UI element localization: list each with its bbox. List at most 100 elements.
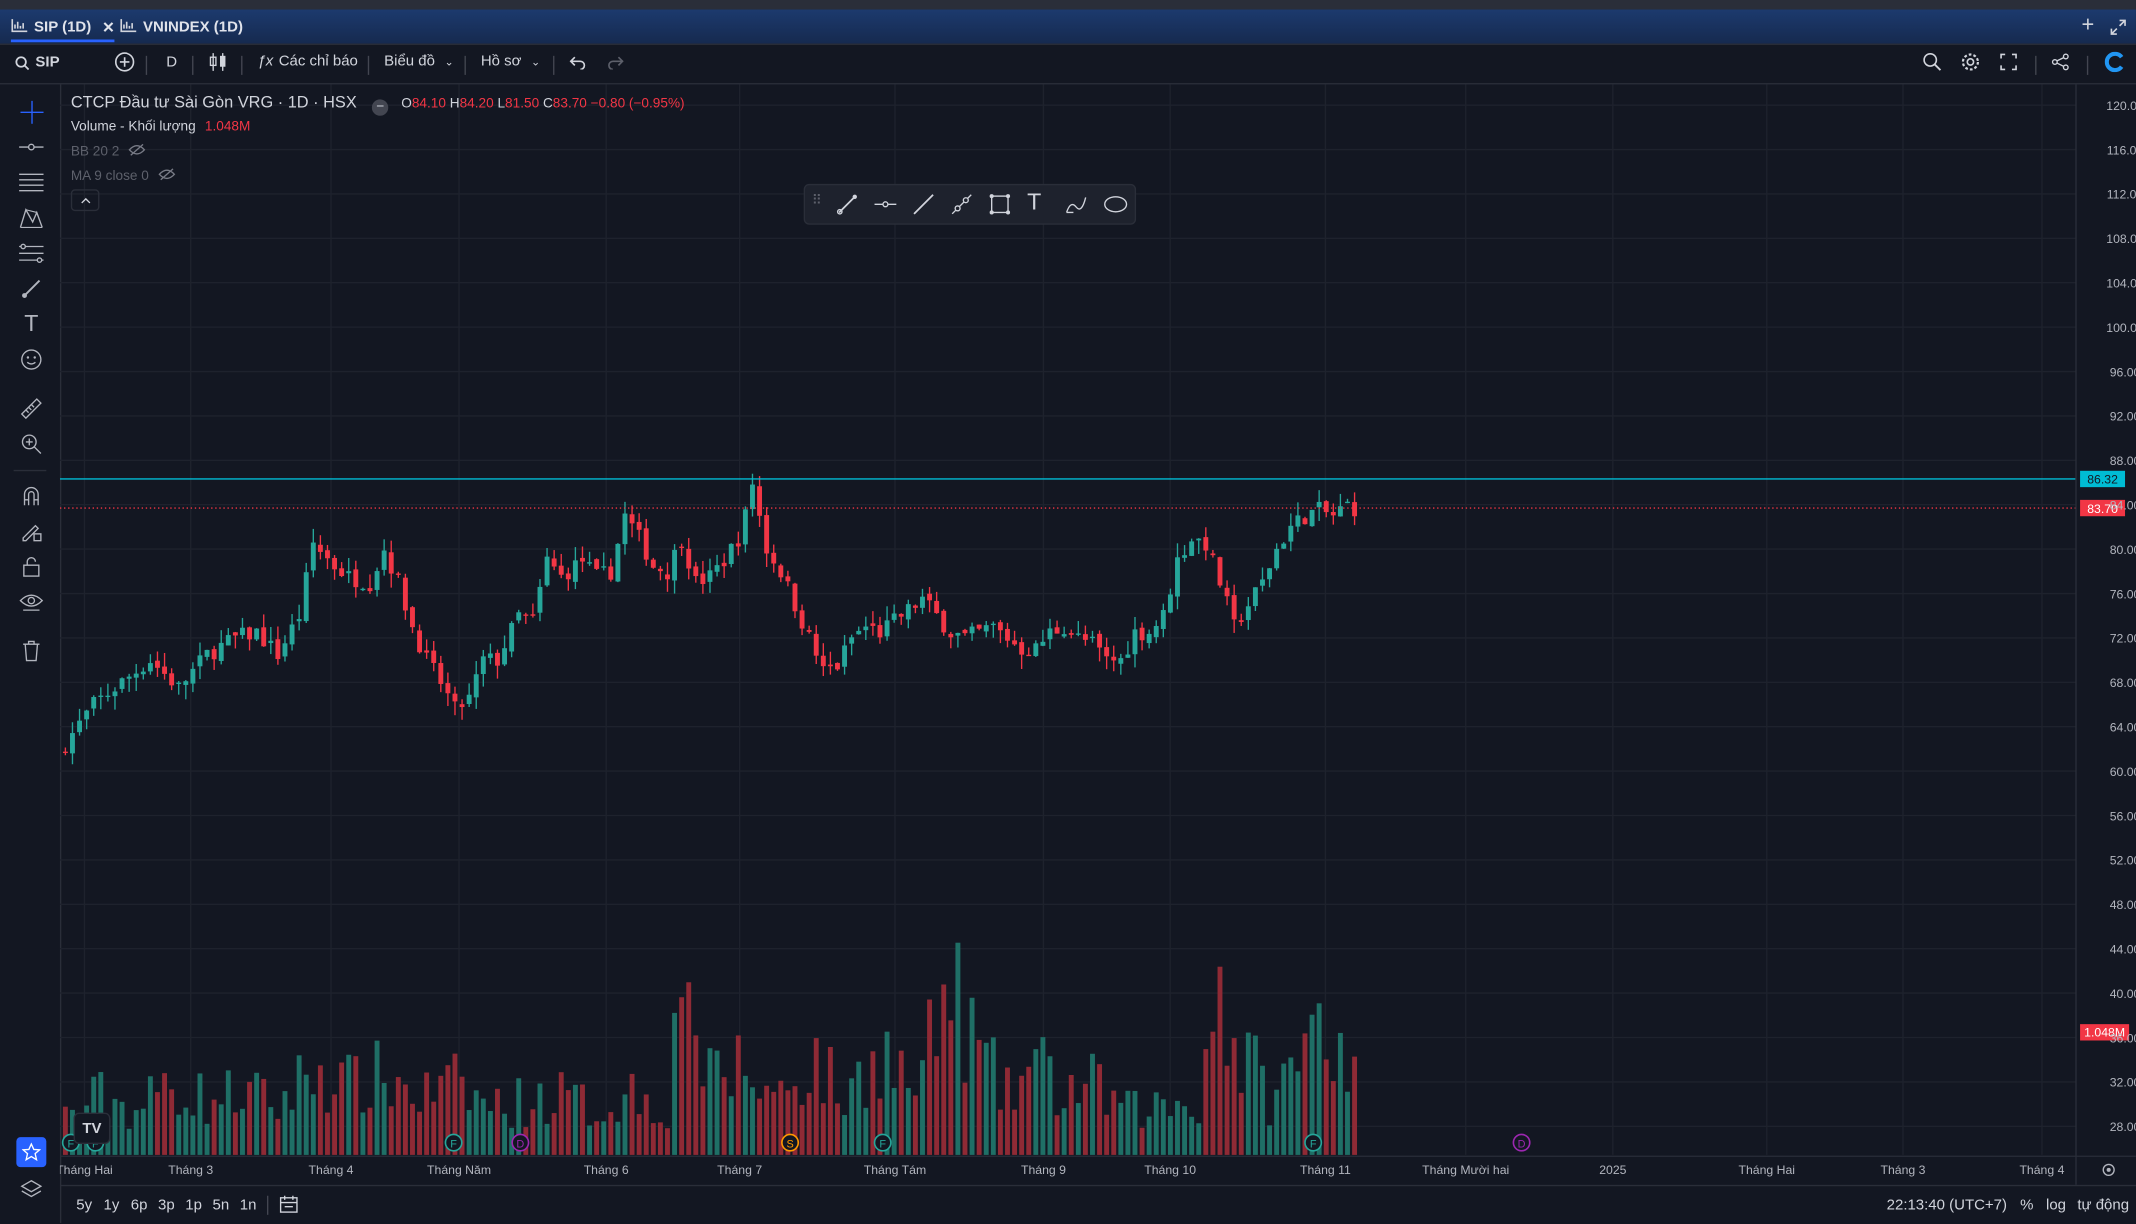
tab-sip[interactable]: SIP (1D) ✕ <box>10 15 115 43</box>
price-tick-label: 76.00 <box>2110 587 2136 601</box>
ma-legend[interactable]: MA 9 close 0 <box>71 168 176 184</box>
clock-label[interactable]: 22:13:40 (UTC+7) <box>1886 1197 2008 1214</box>
candle <box>1210 549 1216 558</box>
price-tick-label: 64.00 <box>2110 720 2136 734</box>
candle <box>983 621 989 638</box>
ray-icon[interactable] <box>949 192 974 217</box>
redo-button[interactable] <box>608 56 624 70</box>
profile-menu-button[interactable]: Hồ sơ ⌄ <box>481 53 540 69</box>
fib-tool-icon[interactable] <box>18 169 45 196</box>
bb-legend[interactable]: BB 20 2 <box>71 143 146 159</box>
settings-button[interactable] <box>1960 52 1980 72</box>
chart-type-button[interactable] <box>208 52 227 72</box>
interval-button[interactable]: D <box>166 54 177 70</box>
zoom-in-tool-icon[interactable] <box>18 430 45 457</box>
candle <box>530 603 536 618</box>
add-symbol-button[interactable] <box>114 52 135 72</box>
range-5y[interactable]: 5y <box>76 1197 93 1214</box>
ellipse-icon[interactable] <box>1102 192 1128 217</box>
pattern-tool-icon[interactable] <box>18 204 45 231</box>
price-chart[interactable]: 86.32 83.70 1.048M F F F D S F F D 120.00 116.00 11… <box>59 84 2136 1185</box>
tab-vnindex[interactable]: VNINDEX (1D) <box>120 15 243 40</box>
path-icon[interactable] <box>1064 192 1089 217</box>
brush-tool-icon[interactable] <box>18 275 45 302</box>
candle <box>1217 556 1223 588</box>
event-marker: D <box>1512 1133 1531 1152</box>
event-marker: F <box>444 1133 463 1152</box>
close-label: C <box>542 96 553 112</box>
undo-button[interactable] <box>569 56 586 70</box>
price-tick-label: 112.00 <box>2107 188 2136 202</box>
ruler-tool-icon[interactable] <box>18 395 45 422</box>
range-1n[interactable]: 1n <box>239 1197 257 1214</box>
price-axis[interactable]: 120.00 116.00 112.00 108.00 104.00 100.00 96.0… <box>2075 84 2136 1185</box>
candle <box>1196 538 1202 554</box>
trend-line-icon[interactable] <box>911 192 936 217</box>
expand-icon[interactable] <box>2110 18 2126 43</box>
text-tool-icon[interactable]: T <box>24 310 39 337</box>
candle <box>459 699 465 720</box>
trash-icon[interactable] <box>18 637 45 664</box>
candle <box>863 616 869 640</box>
volume-bar <box>962 1082 968 1155</box>
range-5n[interactable]: 5n <box>212 1197 230 1214</box>
fullscreen-button[interactable] <box>2000 53 2018 71</box>
log-toggle[interactable]: log <box>2046 1197 2067 1214</box>
hidden-eye-icon[interactable] <box>158 168 176 182</box>
volume-legend: Volume - Khối lượng 1.048M <box>71 120 251 135</box>
brush-icon[interactable] <box>835 192 860 217</box>
minus-circle-icon[interactable]: − <box>372 99 389 116</box>
volume-bar <box>360 1112 366 1155</box>
lock-icon[interactable] <box>18 553 45 580</box>
volume-bar <box>402 1084 408 1155</box>
horizontal-line-icon[interactable] <box>873 192 898 217</box>
indicators-button[interactable]: ƒx Các chỉ báo <box>257 53 357 69</box>
event-marker-letter: F <box>879 1138 886 1150</box>
emoji-tool-icon[interactable] <box>18 346 45 373</box>
chart-menu-button[interactable]: Biểu đồ ⌄ <box>384 53 453 69</box>
volume-bar <box>1061 1108 1067 1155</box>
candle <box>1132 616 1138 668</box>
crosshair-tool-icon[interactable] <box>18 98 45 125</box>
symbol-title[interactable]: CTCP Đầu tư Sài Gòn VRG · 1D · HSX <box>70 92 357 112</box>
volume-bar <box>827 1046 833 1155</box>
hidden-eye-icon[interactable] <box>128 143 147 157</box>
magnet-tool-icon[interactable] <box>18 482 45 509</box>
auto-toggle[interactable]: tự động <box>2077 1197 2130 1214</box>
lock-pen-tool-icon[interactable] <box>18 518 45 545</box>
collapse-legend-button[interactable] <box>70 189 100 212</box>
candle <box>905 599 911 629</box>
horizontal-line-tool-icon[interactable] <box>18 133 45 160</box>
date-range-button[interactable] <box>279 1194 298 1220</box>
volume-bar <box>537 1083 543 1155</box>
tradingview-logo[interactable]: TV <box>73 1112 111 1144</box>
range-1y[interactable]: 1y <box>103 1197 120 1214</box>
text-icon[interactable]: T <box>1027 189 1042 216</box>
share-button[interactable] <box>2051 53 2069 71</box>
percent-toggle[interactable]: % <box>2020 1197 2034 1214</box>
volume-bar <box>119 1101 125 1155</box>
volume-bar <box>629 1073 635 1155</box>
favorites-star-icon[interactable] <box>16 1137 47 1168</box>
forecast-tool-icon[interactable] <box>18 240 45 267</box>
volume-label[interactable]: Volume - Khối lượng <box>70 119 196 135</box>
range-1p[interactable]: 1p <box>185 1197 202 1214</box>
symbol-search[interactable]: SIP <box>15 54 60 71</box>
candle <box>1026 647 1032 657</box>
volume-bar <box>1118 1102 1124 1155</box>
range-3p[interactable]: 3p <box>158 1197 175 1214</box>
close-tab-icon[interactable]: ✕ <box>102 19 115 37</box>
rectangle-icon[interactable] <box>988 192 1013 217</box>
time-axis[interactable]: Tháng Hai Tháng 3 Tháng 4 Tháng Năm Tháng 6 T… <box>59 1155 2136 1177</box>
drag-handle-icon[interactable]: ⠿ <box>811 193 822 209</box>
range-6p[interactable]: 6p <box>130 1197 148 1214</box>
eye-icon[interactable] <box>18 588 45 615</box>
candle <box>728 543 734 568</box>
quick-search-button[interactable] <box>1922 52 1942 72</box>
add-tab-icon[interactable]: + <box>2081 13 2095 37</box>
volume-bar <box>1125 1090 1131 1155</box>
volume-bar <box>891 1087 897 1155</box>
layers-icon[interactable] <box>18 1175 45 1202</box>
candle <box>898 613 904 625</box>
brand-logo-icon[interactable] <box>2104 51 2125 73</box>
